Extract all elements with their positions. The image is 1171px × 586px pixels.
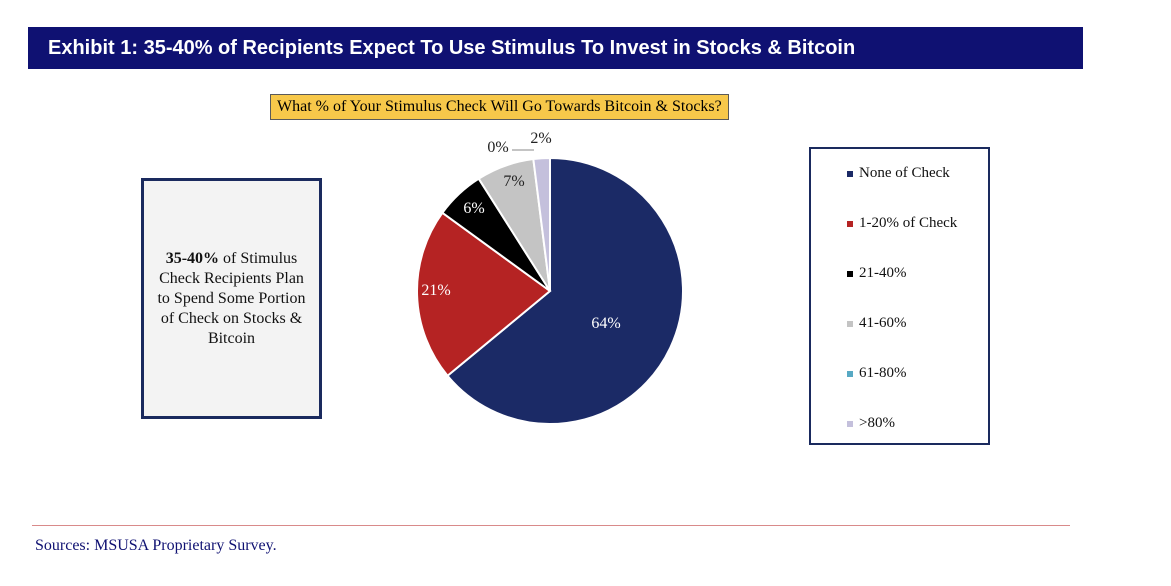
legend-item: >80%: [847, 415, 895, 432]
pie-slice: [446, 156, 684, 425]
legend-label: 1-20% of Check: [859, 215, 958, 231]
chart-title-text: What % of Your Stimulus Check Will Go To…: [277, 98, 722, 115]
pie-slice: [416, 211, 552, 378]
legend-swatch: [847, 420, 853, 427]
slice-label-background: [526, 131, 556, 149]
callout-highlight: 35-40%: [165, 249, 220, 267]
legend-label: 61-80%: [859, 365, 907, 381]
slice-label: 7%: [503, 173, 524, 190]
slice-label: 21%: [421, 282, 450, 299]
legend-swatch: [847, 170, 853, 177]
pie-slice: [532, 156, 551, 292]
slice-label: 6%: [463, 200, 484, 217]
legend-swatch: [847, 270, 853, 277]
callout-box: 35-40% of Stimulus Check Recipients Plan…: [141, 178, 322, 419]
legend-label: 21-40%: [859, 265, 907, 281]
legend-item: 41-60%: [847, 315, 907, 332]
legend-swatch: [847, 320, 853, 327]
legend-label: >80%: [859, 415, 895, 431]
slice-label-background: [483, 140, 513, 158]
legend-item: 1-20% of Check: [847, 215, 957, 232]
slice-label: 2%: [530, 130, 551, 147]
slice-label: 0%: [487, 139, 508, 156]
chart-title: What % of Your Stimulus Check Will Go To…: [270, 94, 729, 120]
legend-swatch: [847, 370, 853, 377]
slice-label: 64%: [591, 315, 620, 332]
legend-label: 41-60%: [859, 315, 907, 331]
legend-swatch: [847, 220, 853, 227]
callout-body: of Stimulus Check Recipients Plan to Spe…: [157, 249, 306, 347]
legend-label: None of Check: [859, 165, 950, 181]
source-divider: [32, 525, 1070, 526]
legend-item: 61-80%: [847, 365, 907, 382]
source-note: Sources: MSUSA Proprietary Survey.: [35, 537, 277, 554]
exhibit-header: Exhibit 1: 35-40% of Recipients Expect T…: [28, 27, 1083, 69]
chart-legend: None of Check 1-20% of Check 21-40% 41-60% 6…: [809, 147, 990, 445]
legend-item: 21-40%: [847, 265, 907, 282]
callout-text: 35-40% of Stimulus Check Recipients Plan…: [154, 249, 309, 349]
legend-item: None of Check: [847, 165, 950, 182]
exhibit-title: Exhibit 1: 35-40% of Recipients Expect T…: [48, 36, 856, 59]
